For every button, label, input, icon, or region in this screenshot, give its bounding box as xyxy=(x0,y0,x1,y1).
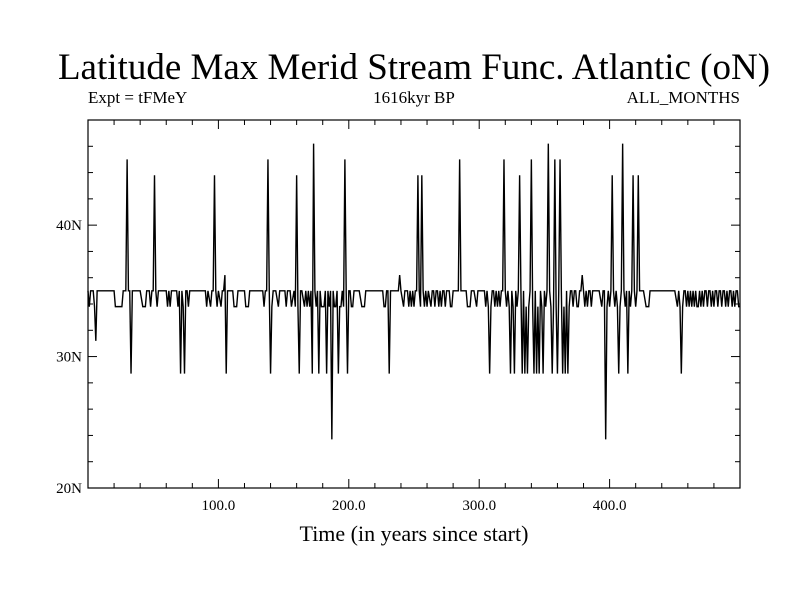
experiment-label: Expt = tFMeY xyxy=(88,88,188,107)
x-tick-label: 100.0 xyxy=(202,498,236,514)
x-tick-label: 200.0 xyxy=(332,498,366,514)
months-label: ALL_MONTHS xyxy=(626,88,740,107)
x-axis-tick-labels: 100.0 200.0 300.0 400.0 xyxy=(202,498,627,514)
x-tick-label: 400.0 xyxy=(593,498,627,514)
x-axis-label: Time (in years since start) xyxy=(300,521,529,546)
chart-title: Latitude Max Merid Stream Func. Atlantic… xyxy=(57,47,771,88)
x-axis-ticks xyxy=(113,120,715,488)
y-tick-label: 20N xyxy=(56,481,82,497)
y-tick-label: 40N xyxy=(56,218,82,234)
period-label: 1616kyr BP xyxy=(373,88,455,107)
x-tick-label: 300.0 xyxy=(462,498,496,514)
y-axis-ticks xyxy=(88,145,740,463)
y-tick-label: 30N xyxy=(56,350,82,366)
series-layer xyxy=(87,143,740,440)
y-axis-tick-labels: 20N 30N 40N xyxy=(56,218,82,497)
series-line xyxy=(87,143,740,440)
